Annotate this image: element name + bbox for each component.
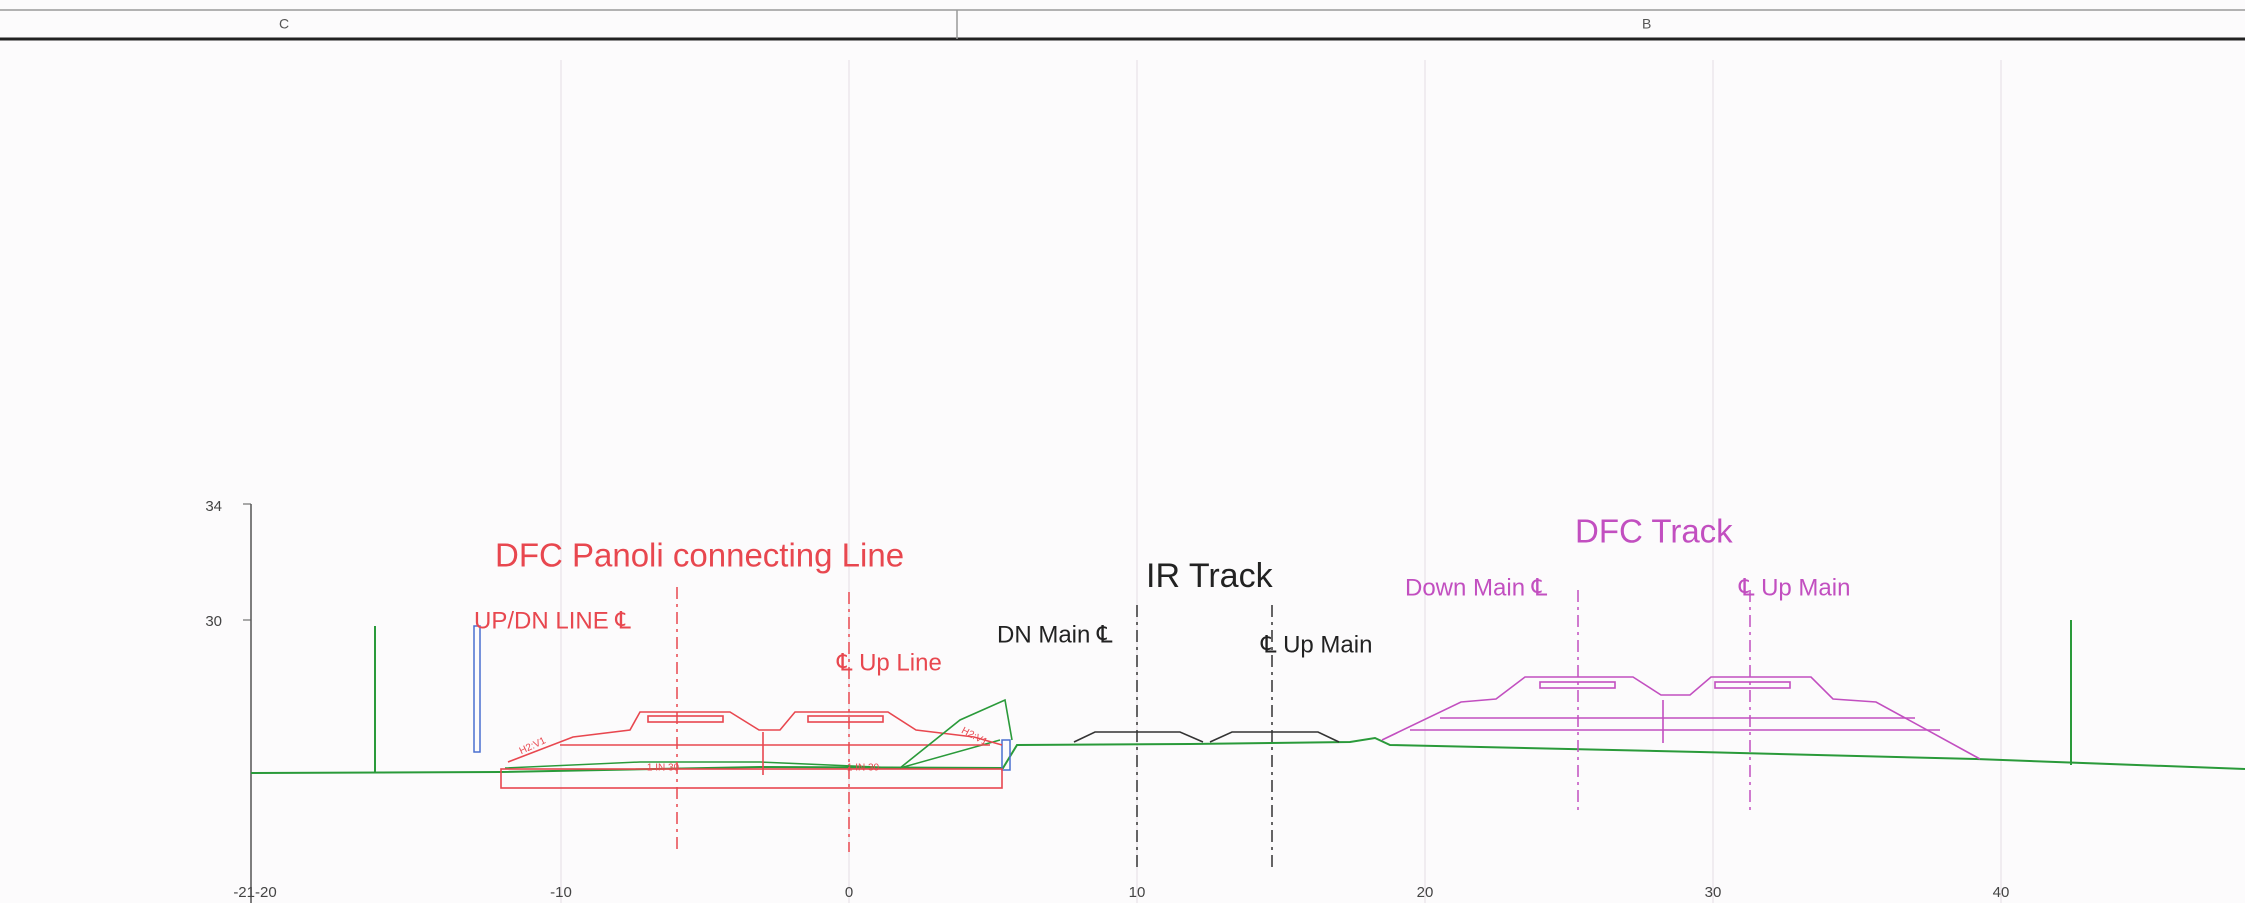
x-tick-label: 20 xyxy=(1417,884,1434,901)
x-tick-label: 40 xyxy=(1993,884,2010,901)
x-tick-label: 30 xyxy=(1705,884,1722,901)
x-tick-label: 0 xyxy=(845,884,853,901)
panoli-embankment xyxy=(500,711,1003,789)
centerline-label: ℄ Up Main xyxy=(1738,574,1850,601)
ground-line xyxy=(250,736,2245,774)
sleeper xyxy=(1714,681,1791,689)
x-tick-label: 10 xyxy=(1129,884,1146,901)
centerline-label: ℄ Up Main xyxy=(1260,631,1372,658)
formation-box xyxy=(500,768,1003,789)
embankment-outline xyxy=(507,711,1003,763)
centerline-label: UP/DN LINE ℄ xyxy=(474,607,631,634)
y-tick-label: 34 xyxy=(205,498,222,515)
existing-ground xyxy=(504,739,1001,769)
embankment-outline xyxy=(1381,676,1981,760)
gradient-label: 1 IN 30 xyxy=(847,763,880,774)
grid xyxy=(560,60,2002,903)
dfc-embankment xyxy=(1381,676,1981,760)
marker-post xyxy=(473,625,481,753)
y-tick-label: 30 xyxy=(205,613,222,630)
centerline-label: DN Main ℄ xyxy=(997,621,1113,648)
centerlines xyxy=(676,587,1751,872)
zone-label: C xyxy=(279,16,289,32)
section-title: DFC Track xyxy=(1575,513,1733,550)
sleeper xyxy=(807,715,884,723)
x-tick-label: -21-20 xyxy=(233,884,276,901)
section-title: DFC Panoli connecting Line xyxy=(495,537,904,574)
centerline-label: ℄ Up Line xyxy=(836,649,942,676)
x-tick-label: -10 xyxy=(550,884,572,901)
cut-slope xyxy=(899,698,1013,769)
centerline-label: Down Main ℄ xyxy=(1405,574,1548,601)
zone-label: B xyxy=(1642,16,1651,32)
drain xyxy=(1001,739,1011,771)
ballast xyxy=(1209,731,1340,743)
gradient-label: 1 IN 30 xyxy=(647,763,680,774)
section-title: IR Track xyxy=(1146,557,1274,595)
sleeper xyxy=(647,715,724,723)
